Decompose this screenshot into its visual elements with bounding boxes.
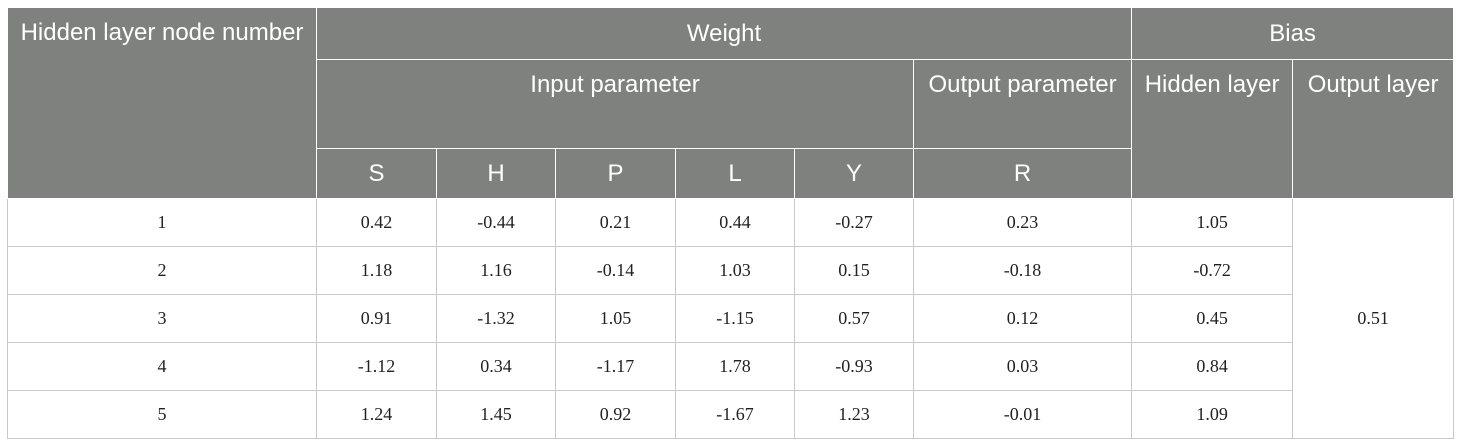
header-col-s: S [316, 148, 437, 199]
table-row: 5 1.24 1.45 0.92 -1.67 1.23 -0.01 1.09 [7, 390, 1454, 439]
cell-s: -1.12 [316, 342, 437, 391]
header-col-l: L [675, 148, 795, 199]
cell-y: -0.93 [794, 342, 914, 391]
cell-l: 0.44 [675, 198, 795, 247]
header-output-parameter: Output parameter [912, 59, 1133, 149]
table-row: 4 -1.12 0.34 -1.17 1.78 -0.93 0.03 0.84 [7, 342, 1454, 391]
cell-r: 0.03 [912, 342, 1133, 391]
cell-hidden-bias: 0.45 [1131, 294, 1294, 343]
cell-s: 0.91 [316, 294, 437, 343]
cell-h: 1.16 [436, 246, 556, 295]
cell-hidden-bias: 0.84 [1131, 342, 1294, 391]
cell-r: -0.01 [912, 390, 1133, 439]
cell-y: 1.23 [794, 390, 914, 439]
cell-node: 1 [7, 198, 317, 247]
table-row: 3 0.91 -1.32 1.05 -1.15 0.57 0.12 0.45 [7, 294, 1454, 343]
cell-r: -0.18 [912, 246, 1133, 295]
cell-node: 2 [7, 246, 317, 295]
cell-node: 3 [7, 294, 317, 343]
header-col-p: P [555, 148, 676, 199]
cell-r: 0.23 [912, 198, 1133, 247]
header-col-r: R [912, 148, 1133, 199]
cell-r: 0.12 [912, 294, 1133, 343]
cell-node: 5 [7, 390, 317, 439]
table-row: 2 1.18 1.16 -0.14 1.03 0.15 -0.18 -0.72 [7, 246, 1454, 295]
cell-l: -1.15 [675, 294, 795, 343]
cell-h: -1.32 [436, 294, 556, 343]
cell-h: -0.44 [436, 198, 556, 247]
weights-bias-table: Hidden layer node number Weight Bias Inp… [7, 7, 1455, 439]
table-container: Hidden layer node number Weight Bias Inp… [7, 7, 1455, 439]
cell-p: 1.05 [555, 294, 676, 343]
header-col-y: Y [794, 148, 914, 199]
header-hidden-node-number: Hidden layer node number [7, 7, 317, 199]
cell-s: 1.24 [316, 390, 437, 439]
cell-p: -0.14 [555, 246, 676, 295]
header-col-h: H [436, 148, 556, 199]
cell-y: -0.27 [794, 198, 914, 247]
cell-p: 0.92 [555, 390, 676, 439]
cell-s: 0.42 [316, 198, 437, 247]
cell-output-layer-bias: 0.51 [1292, 198, 1455, 439]
cell-p: -1.17 [555, 342, 676, 391]
cell-y: 0.15 [794, 246, 914, 295]
cell-s: 1.18 [316, 246, 437, 295]
cell-p: 0.21 [555, 198, 676, 247]
cell-hidden-bias: 1.09 [1131, 390, 1294, 439]
header-hidden-layer: Hidden layer [1131, 59, 1294, 199]
header-input-parameter: Input parameter [316, 59, 914, 149]
cell-h: 0.34 [436, 342, 556, 391]
cell-l: -1.67 [675, 390, 795, 439]
header-weight: Weight [315, 7, 1133, 60]
cell-hidden-bias: -0.72 [1131, 246, 1294, 295]
table-row: 1 0.42 -0.44 0.21 0.44 -0.27 0.23 1.05 0… [7, 198, 1455, 439]
cell-l: 1.78 [675, 342, 795, 391]
cell-y: 0.57 [794, 294, 914, 343]
header-output-layer: Output layer [1292, 59, 1455, 199]
cell-node: 4 [7, 342, 317, 391]
cell-h: 1.45 [436, 390, 556, 439]
cell-l: 1.03 [675, 246, 795, 295]
cell-hidden-bias: 1.05 [1131, 198, 1294, 247]
header-bias: Bias [1131, 7, 1455, 60]
